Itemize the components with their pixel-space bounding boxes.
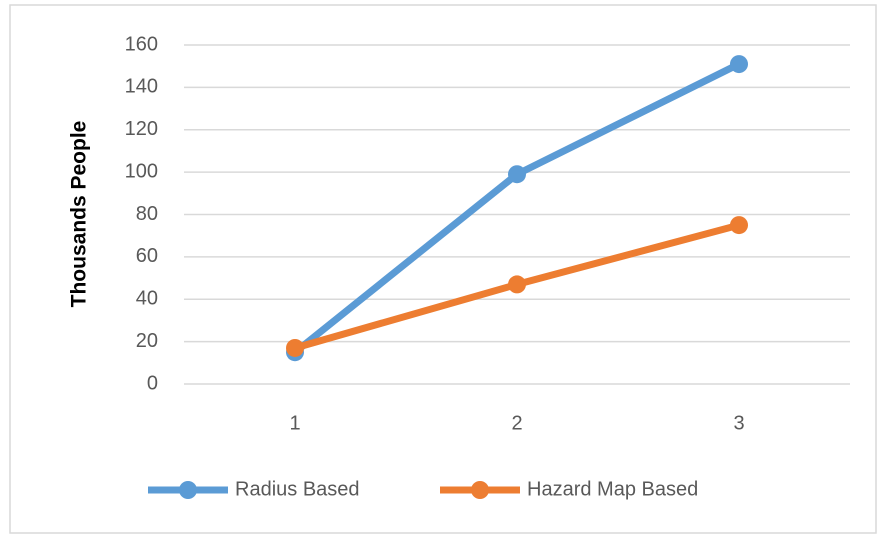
y-tick-label: 160 xyxy=(125,33,158,55)
data-point xyxy=(508,165,526,184)
legend-label: Hazard Map Based xyxy=(527,478,698,500)
x-tick-label: 1 xyxy=(289,412,300,434)
data-point xyxy=(730,55,748,74)
data-point xyxy=(286,338,304,357)
legend-label: Radius Based xyxy=(235,478,360,500)
y-tick-label: 80 xyxy=(136,203,158,225)
y-tick-label: 140 xyxy=(125,76,158,98)
y-tick-label: 60 xyxy=(136,245,158,267)
x-tick-label: 3 xyxy=(733,412,744,434)
y-tick-label: 100 xyxy=(125,160,158,182)
chart-border xyxy=(9,4,877,534)
y-tick-label: 0 xyxy=(147,372,158,394)
legend-marker xyxy=(179,481,197,499)
legend-marker xyxy=(471,481,489,499)
data-point xyxy=(508,275,526,294)
y-tick-label: 40 xyxy=(136,288,158,310)
y-tick-label: 120 xyxy=(125,118,158,140)
y-axis-title: Thousands People xyxy=(68,121,91,308)
y-tick-label: 20 xyxy=(136,330,158,352)
x-tick-label: 2 xyxy=(511,412,522,434)
data-point xyxy=(730,216,748,235)
